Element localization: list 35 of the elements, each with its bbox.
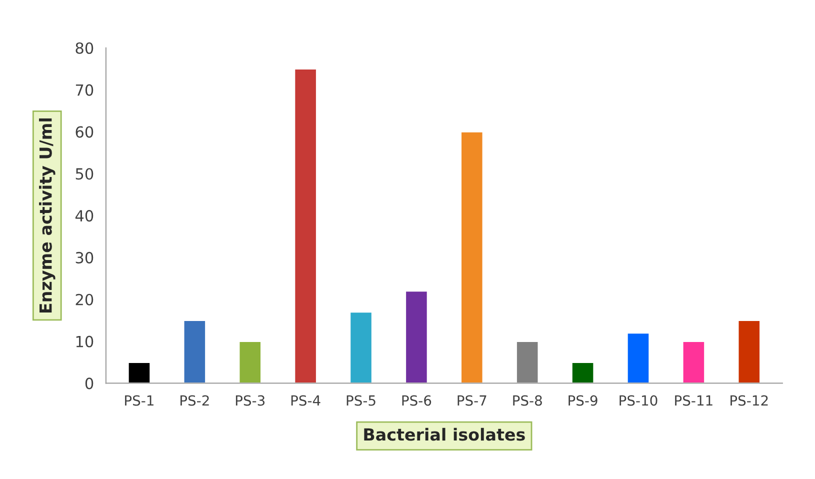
x-axis-title: Bacterial isolates — [364, 428, 525, 441]
y-tick-label: 0 — [85, 378, 94, 390]
x-tick-label: PS-1 — [125, 395, 154, 406]
x-tick-label: PS-7 — [458, 395, 486, 406]
x-tick-label: PS-2 — [180, 395, 209, 406]
bar — [460, 131, 484, 384]
y-axis-title: Enzyme activity U/ml — [39, 118, 56, 313]
y-tick-label: 80 — [76, 42, 94, 54]
bar — [349, 311, 373, 384]
x-tick-label: PS-3 — [236, 395, 265, 406]
y-tick-label: 50 — [76, 168, 94, 180]
x-tick-label: PS-6 — [402, 395, 432, 406]
x-tick-label: PS-5 — [346, 395, 376, 406]
bar — [516, 340, 540, 384]
y-tick-label: 60 — [76, 126, 94, 138]
bar — [294, 68, 318, 384]
bar — [626, 332, 650, 384]
y-tick-label: 20 — [76, 294, 94, 306]
x-tick-label: PS-9 — [568, 395, 598, 406]
x-tick-label: PS-11 — [675, 395, 712, 406]
y-tick-label: 70 — [76, 84, 94, 96]
y-tick-label: 30 — [76, 252, 94, 264]
y-tick-label: 40 — [75, 210, 94, 222]
x-tick-label: PS-12 — [730, 395, 768, 406]
bar — [404, 290, 428, 384]
bar — [127, 362, 151, 384]
bar — [238, 340, 262, 384]
x-tick-label: PS-8 — [513, 395, 542, 406]
bar — [571, 362, 595, 384]
bar — [182, 320, 206, 384]
x-tick-label: PS-10 — [620, 395, 658, 406]
bar — [737, 320, 761, 384]
bar — [682, 340, 706, 384]
y-tick-label: 10 — [76, 336, 94, 348]
x-tick-label: PS-4 — [291, 395, 320, 406]
